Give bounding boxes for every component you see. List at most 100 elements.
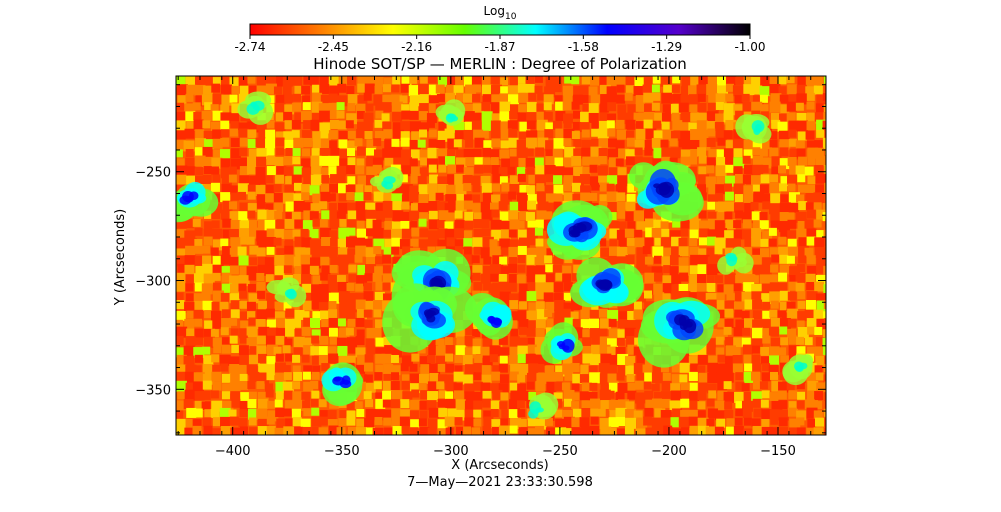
texture-cell [301,184,311,194]
texture-cell [752,220,764,232]
texture-cell [230,237,242,249]
texture-cell [806,236,816,246]
texture-cell [697,354,708,365]
texture-cell [347,130,356,139]
texture-cell [707,211,718,222]
texture-cell [624,92,633,101]
texture-cell [778,282,788,292]
texture-cell [715,336,724,345]
texture-cell [400,121,411,132]
texture-cell [365,76,377,86]
texture-cell [373,149,385,161]
texture-cell [552,120,562,130]
texture-cell [572,121,581,130]
texture-cell [723,183,732,192]
texture-cell [599,194,611,206]
texture-cell [644,372,656,384]
texture-cell [607,373,619,385]
texture-cell [804,309,816,321]
texture-cell [348,344,358,354]
texture-cell [535,319,546,330]
texture-cell [229,382,241,394]
texture-cell [616,192,626,202]
texture-cell [291,119,301,129]
texture-cell [220,363,229,372]
texture-cell [329,264,338,273]
texture-cell [761,372,771,382]
texture-cell [597,128,609,140]
texture-cell [733,220,742,229]
texture-cell [256,120,267,131]
texture-cell [355,299,366,310]
texture-cell [345,310,356,321]
texture-cell [184,128,195,139]
texture-cell [607,346,618,357]
texture-cell [636,372,645,381]
texture-cell [418,239,428,249]
texture-cell [176,174,187,185]
texture-cell [634,229,643,238]
texture-cell [741,229,752,240]
texture-cell [717,85,729,97]
texture-cell [302,300,313,311]
texture-cell [320,130,329,139]
texture-cell [446,374,457,385]
texture-cell [291,408,301,418]
texture-cell [752,363,762,373]
texture-cell [760,399,769,408]
texture-cell [689,382,698,391]
texture-cell [249,371,260,382]
texture-cell [382,273,392,283]
texture-cell [465,84,477,96]
polarization-blob [286,289,297,300]
texture-cell [553,175,563,185]
texture-cell [266,344,278,356]
texture-cell [536,119,548,131]
texture-cell [409,158,418,167]
texture-cell [453,139,462,148]
polarization-blob [598,279,612,289]
texture-cell [392,76,401,85]
texture-cell [717,354,726,363]
texture-cell [624,427,634,435]
texture-cell [327,410,337,420]
texture-cell [239,409,248,418]
texture-cell [391,346,403,358]
texture-cell [401,110,411,120]
texture-cell [516,147,528,159]
texture-cell [185,419,195,429]
texture-cell [545,149,554,158]
texture-cell [329,183,339,193]
texture-cell [231,398,241,408]
texture-cell [211,400,223,412]
texture-cell [266,425,276,435]
texture-cell [192,381,204,393]
texture-cell [303,210,315,222]
texture-cell [787,291,797,301]
texture-cell [283,229,295,241]
texture-cell [671,112,680,121]
texture-cell [771,119,781,129]
texture-cell [347,227,356,236]
texture-cell [409,95,421,107]
texture-cell [626,373,635,382]
texture-cell [266,292,275,301]
texture-cell [762,230,773,241]
texture-cell [312,311,322,321]
texture-cell [545,372,557,384]
texture-cell [265,308,275,318]
texture-cell [813,410,823,420]
texture-cell [229,113,240,124]
texture-cell [392,122,401,131]
texture-cell [589,309,600,320]
texture-cell [419,426,430,435]
x-tick-label: −250 [542,444,578,459]
texture-cell [518,301,527,310]
texture-cell [285,308,295,318]
texture-cell [473,129,484,140]
texture-cell [544,184,555,195]
texture-cell [193,119,204,130]
texture-cell [662,129,674,141]
texture-cell [635,392,647,404]
texture-cell [418,218,427,227]
